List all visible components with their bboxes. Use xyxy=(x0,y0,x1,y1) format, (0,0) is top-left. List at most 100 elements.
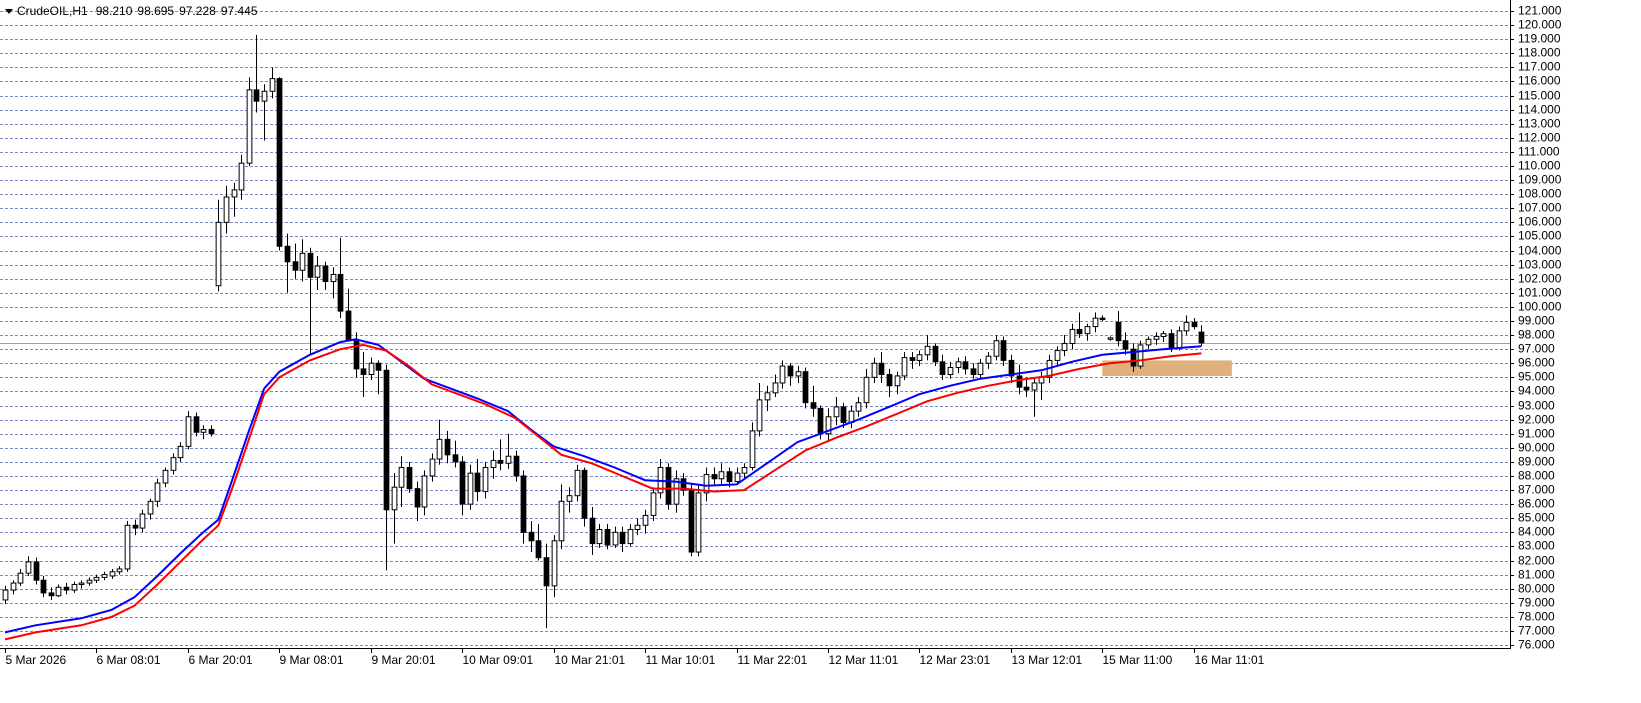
candle-body xyxy=(307,252,314,278)
chart-title: CrudeOIL,H1 xyxy=(17,4,88,18)
candle-body xyxy=(116,568,123,573)
candle-body xyxy=(535,540,542,559)
candle-body xyxy=(109,571,116,577)
candle-body xyxy=(330,273,337,283)
candle-body xyxy=(749,430,756,469)
candle-body xyxy=(337,273,344,312)
candle-body xyxy=(284,245,291,263)
candle-body xyxy=(360,368,367,376)
candle-body xyxy=(299,252,306,271)
candle-body xyxy=(901,357,908,377)
candle-body xyxy=(482,467,489,492)
candle-body xyxy=(1176,330,1183,349)
grid xyxy=(0,11,1510,646)
candle-body xyxy=(695,492,702,553)
candle-body xyxy=(764,392,771,401)
candle-body xyxy=(124,524,131,570)
y-tick-label: 99.000 xyxy=(1518,314,1555,328)
y-tick-label: 106.000 xyxy=(1518,215,1562,229)
candle-body xyxy=(589,517,596,545)
y-tick-label: 111.000 xyxy=(1518,145,1560,159)
candle-body xyxy=(680,478,687,491)
y-tick-label: 120.000 xyxy=(1518,18,1562,32)
y-tick-label: 78.000 xyxy=(1518,610,1555,624)
candle-body xyxy=(444,438,451,456)
candle-body xyxy=(787,365,794,377)
candle-body xyxy=(25,561,32,574)
candle-body xyxy=(726,471,733,483)
candle-body xyxy=(1069,328,1076,345)
candle-body xyxy=(467,472,474,505)
candle-body xyxy=(177,445,184,459)
candle-body xyxy=(939,361,946,376)
candle-body xyxy=(490,459,497,469)
candle-body xyxy=(253,89,260,102)
candle-body xyxy=(276,78,283,247)
y-tick-label: 96.000 xyxy=(1518,356,1555,370)
y-tick-label: 76.000 xyxy=(1518,638,1555,652)
y-tick-label: 89.000 xyxy=(1518,455,1555,469)
candle-body xyxy=(193,416,200,433)
candle-body xyxy=(1183,321,1190,332)
candle-body xyxy=(909,357,916,361)
y-tick-label: 100.000 xyxy=(1518,300,1562,314)
candle-body xyxy=(261,90,268,102)
candle-body xyxy=(977,362,984,376)
candle-body xyxy=(101,574,108,578)
candle-body xyxy=(1084,326,1091,335)
marks xyxy=(2,34,1205,641)
candle-body xyxy=(1191,321,1198,328)
candle-body xyxy=(718,471,725,480)
candle-body xyxy=(231,189,238,198)
header-value: 97.445 xyxy=(221,4,258,18)
x-tick-label: 12 Mar 23:01 xyxy=(920,653,991,667)
candle-body xyxy=(55,586,62,597)
candle-body xyxy=(17,572,24,584)
candle-body xyxy=(634,524,641,531)
y-tick-label: 121.000 xyxy=(1518,4,1562,18)
candle-body xyxy=(1198,331,1205,344)
candle-body xyxy=(497,459,504,464)
candle-body xyxy=(779,365,786,384)
candle-body xyxy=(353,340,360,370)
y-tick-label: 80.000 xyxy=(1518,582,1555,596)
candle-body xyxy=(795,371,802,377)
candle-body xyxy=(619,531,626,545)
x-tick-label: 6 Mar 20:01 xyxy=(189,653,253,667)
candle-body xyxy=(246,89,253,164)
candle-body xyxy=(147,500,154,515)
candle-body xyxy=(962,361,969,370)
candle-body xyxy=(1031,382,1038,391)
x-tick-label: 15 Mar 11:00 xyxy=(1103,653,1173,667)
candle-body xyxy=(612,531,619,546)
candle-body xyxy=(772,382,779,394)
y-tick-label: 117.000 xyxy=(1518,60,1561,74)
y-tick-label: 98.000 xyxy=(1518,328,1555,342)
candle-body xyxy=(78,582,85,585)
candle-body xyxy=(703,474,710,494)
candle-body xyxy=(817,407,824,435)
candle-body xyxy=(840,406,847,423)
candle-body xyxy=(429,458,436,477)
candle-body xyxy=(71,583,78,591)
candle-body xyxy=(932,345,939,363)
y-tick-label: 93.000 xyxy=(1518,399,1555,413)
candle-body xyxy=(665,467,672,505)
candle-body xyxy=(436,438,443,460)
header-value: 97.228 xyxy=(179,4,216,18)
y-tick-label: 79.000 xyxy=(1518,596,1555,610)
candle-body xyxy=(802,371,809,404)
candle-body xyxy=(223,196,230,223)
candle-body xyxy=(86,579,93,584)
candle-body xyxy=(1153,335,1160,340)
x-tick-label: 6 Mar 08:01 xyxy=(97,653,161,667)
candle-body xyxy=(459,461,466,505)
axes: 76.00077.00078.00079.00080.00081.00082.0… xyxy=(5,4,1562,667)
y-tick-label: 88.000 xyxy=(1518,469,1555,483)
candle-body xyxy=(208,428,215,435)
header-value: 98.210 xyxy=(96,4,133,18)
x-tick-label: 5 Mar 2026 xyxy=(6,653,67,667)
candle-body xyxy=(383,369,390,511)
candle-body xyxy=(513,455,520,477)
